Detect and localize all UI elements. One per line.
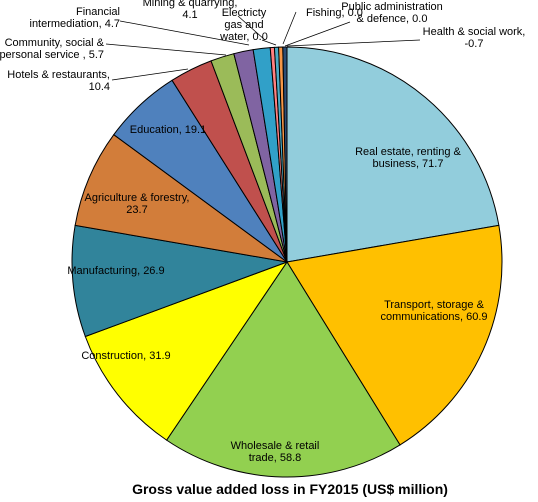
slice-label-line: Financial [76,6,120,18]
slice-label-line: Wholesale & retail [231,440,320,452]
slice-label-line: -0.7 [465,38,484,50]
slice-label-line: Health & social work, [423,26,526,38]
slice-label: Public administration & defence, 0.0 [341,1,443,25]
slice-label-line: intermediation, 4.7 [30,18,121,30]
slice-label-line: Community, social & [5,37,105,49]
slice-label: Financial intermediation, 4.7 [30,6,121,30]
leader-line [286,39,421,47]
leader-lines [105,11,421,81]
slice-label: Agriculture & forestry, 23.7 [85,192,190,216]
slice-label: Transport, storage & communications, 60.9 [381,299,488,323]
leader-line [119,20,250,46]
chart-title: Gross value added loss in FY2015 (US$ mi… [132,481,448,497]
leader-line [105,43,227,56]
leader-line [282,11,297,45]
slice-label: Fishing, 0.0 [306,7,363,19]
slice-label-line: trade, 58.8 [249,452,302,464]
pie-slices [71,46,503,478]
slice-label-line: & defence, 0.0 [357,13,428,25]
pie-slice-real-estate-renting-business [286,46,500,263]
slice-label: Manufacturing, 26.9 [67,265,164,277]
slice-label-line: gas and [224,19,263,31]
slice-label: Real estate, renting & business, 71.7 [355,146,461,170]
slice-label-line: water, 0.0 [219,31,268,43]
pie-slice-construction [84,260,289,441]
slice-label: Community, social & personal service , 5.… [0,37,105,61]
slice-label: Construction, 31.9 [81,350,170,362]
pie-slice-agriculture-forestry [74,133,288,263]
slice-label: Mining & quarrying, 4.1 [143,0,238,21]
slice-label-line: Transport, storage & [384,299,485,311]
slice-label-line: Hotels & restaurants, [7,69,110,81]
pie-slice-health-social-work [282,46,288,263]
slice-label-line: personal service , 5.7 [0,49,104,61]
slice-label: Wholesale & retail trade, 58.8 [231,440,320,464]
slice-label-line: Mining & quarrying, [143,0,238,9]
slice-labels: Real estate, renting & business, 71.7 Tran… [0,0,525,464]
slice-label-line: business, 71.7 [373,158,444,170]
slice-label-line: 10.4 [89,81,110,93]
slice-label: Electricty gas and water, 0.0 [219,7,268,43]
slice-label-line: Education, 19.1 [130,124,206,136]
slice-label-line: communications, 60.9 [381,311,488,323]
slice-label-line: Electricty [222,7,267,19]
leader-line [284,21,351,47]
slice-label-line: Construction, 31.9 [81,350,170,362]
slice-label-line: Real estate, renting & [355,146,461,158]
slice-label-line: 23.7 [126,204,147,216]
leader-line [237,15,266,41]
slice-label: Hotels & restaurants, 10.4 [7,69,110,93]
slice-label: Education, 19.1 [130,124,206,136]
slice-label-line: Public administration [341,1,443,13]
slice-label-line: 4.1 [182,9,197,21]
slice-label-line: Agriculture & forestry, [85,192,190,204]
pie-slice-wholesale-retail-trade [165,261,401,478]
slice-label: Health & social work, -0.7 [423,26,526,50]
leader-line [261,39,277,46]
pie-slice-transport-storage-communications [286,224,503,446]
slice-label-line: Manufacturing, 26.9 [67,265,164,277]
leader-line [111,68,189,81]
slice-label-line: Fishing, 0.0 [306,7,363,19]
